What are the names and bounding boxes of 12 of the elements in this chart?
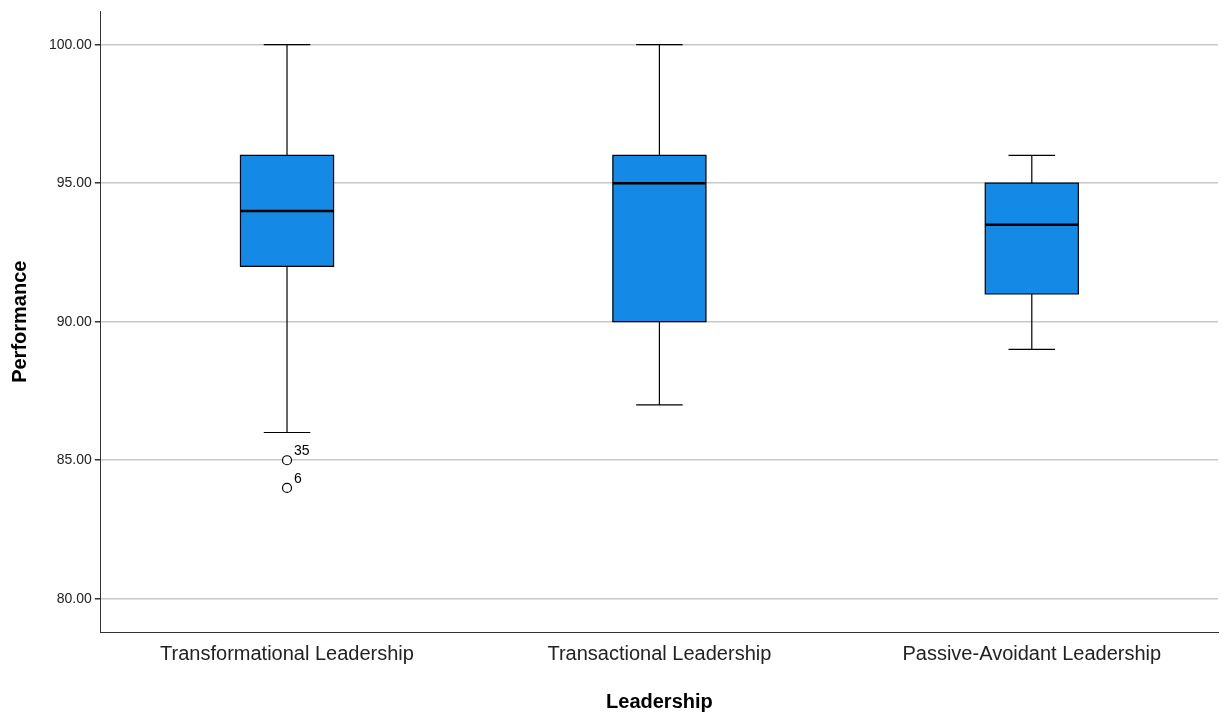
y-tick-label: 100.00 xyxy=(48,35,93,52)
annotation: 35 xyxy=(294,442,310,459)
y-tick-label: 95.00 xyxy=(56,174,93,191)
x-tick-label: Transformational Leadership xyxy=(160,641,414,664)
y-axis-title: Performance xyxy=(7,260,30,383)
y-tick-label: 90.00 xyxy=(56,312,93,329)
y-tick-label: 80.00 xyxy=(56,589,93,606)
annotation: 6 xyxy=(294,469,303,486)
x-tick-label: Transactional Leadership xyxy=(547,641,772,664)
y-tick-label: 85.00 xyxy=(56,451,93,468)
x-axis-title: Leadership xyxy=(606,689,713,712)
x-tick-label: Passive-Avoidant Leadership xyxy=(902,641,1162,664)
